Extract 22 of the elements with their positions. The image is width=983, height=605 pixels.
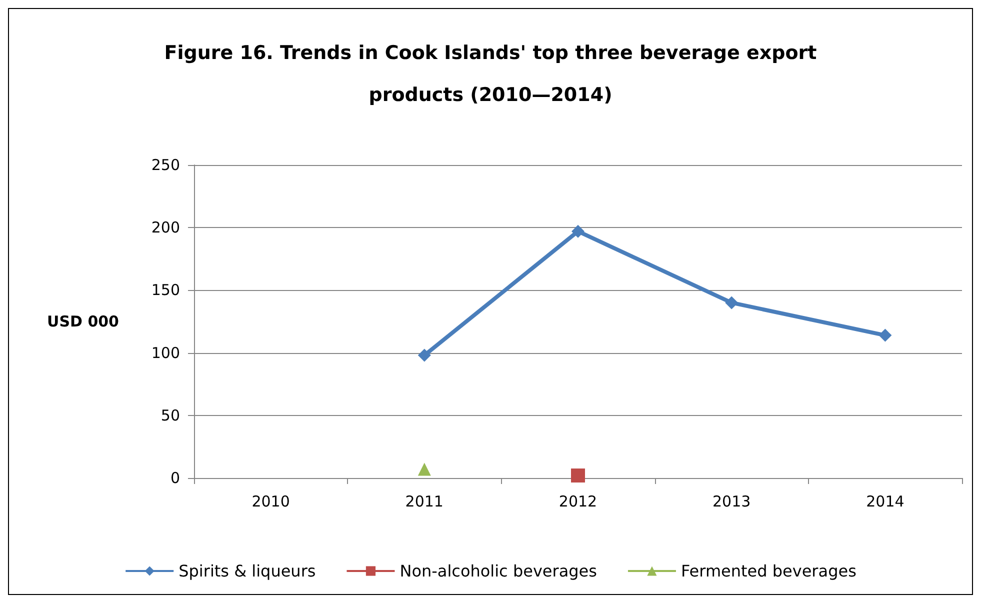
y-axis-title: USD 000	[47, 312, 119, 330]
x-tick-label: 2013	[712, 492, 751, 510]
x-tick-label: 2012	[558, 492, 598, 510]
y-tick-label: 50	[160, 406, 180, 424]
point	[572, 224, 584, 238]
y-tick-label: 0	[170, 469, 180, 487]
point	[571, 468, 585, 482]
y-tick-label: 100	[151, 344, 180, 362]
x-tick-label: 2011	[405, 492, 444, 510]
point	[725, 296, 738, 310]
x-tick-label: 2010	[252, 492, 290, 510]
y-tick-label: 200	[151, 218, 180, 237]
chart-title: Figure 16. Trends in Cook Islands' top three beverage export products (2010—2014)	[164, 42, 817, 106]
point	[418, 462, 431, 476]
y-tick-label: 150	[151, 281, 180, 300]
legend-label: Spirits & liqueurs	[178, 562, 316, 580]
point	[878, 328, 892, 342]
point	[418, 348, 431, 362]
legend-label: Fermented beverages	[680, 562, 856, 580]
x-tick-label: 2014	[866, 492, 904, 510]
y-tick-label: 250	[151, 156, 180, 174]
legend-label: Non-alcoholic beverages	[400, 562, 597, 580]
